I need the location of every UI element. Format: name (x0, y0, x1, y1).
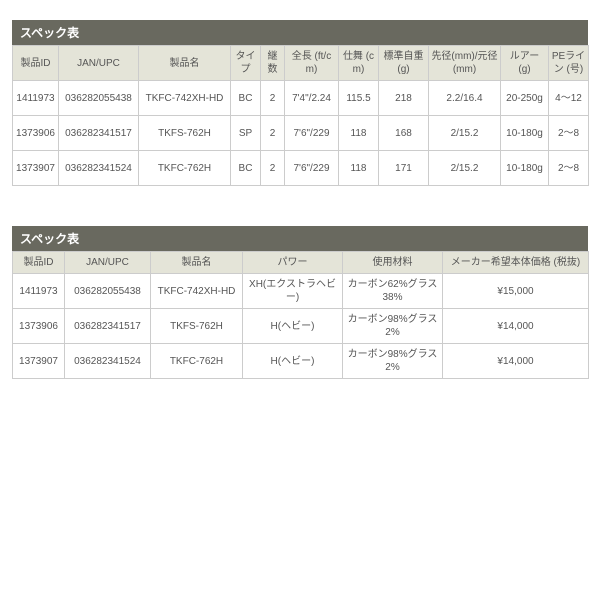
col-header: 製品名 (139, 46, 231, 81)
col-header: PEライン (号) (549, 46, 589, 81)
col-header: JAN/UPC (65, 252, 151, 274)
table-row: 1373906 036282341517 TKFS-762H SP 2 7'6"… (13, 116, 589, 151)
cell: 1373907 (13, 151, 59, 186)
cell: 2.2/16.4 (429, 81, 501, 116)
cell: XH(エクストラヘビー) (243, 274, 343, 309)
cell: 2 (261, 151, 285, 186)
table-2-header-row: 製品ID JAN/UPC 製品名 パワー 使用材料 メーカー希望本体価格 (税抜… (13, 252, 589, 274)
spec-table-1: スペック表 製品ID JAN/UPC 製品名 タイプ 継数 全長 (ft/cm)… (12, 20, 588, 186)
cell: SP (231, 116, 261, 151)
cell: 218 (379, 81, 429, 116)
col-header: メーカー希望本体価格 (税抜) (443, 252, 589, 274)
cell: 168 (379, 116, 429, 151)
cell: 1373906 (13, 309, 65, 344)
cell: TKFS-762H (151, 309, 243, 344)
cell: 2/15.2 (429, 151, 501, 186)
table-row: 1411973 036282055438 TKFC-742XH-HD XH(エク… (13, 274, 589, 309)
cell: BC (231, 81, 261, 116)
col-header: 使用材料 (343, 252, 443, 274)
cell: 118 (339, 116, 379, 151)
cell: 036282341524 (65, 344, 151, 379)
cell: 2 (261, 81, 285, 116)
cell: 036282341524 (59, 151, 139, 186)
col-header: 製品ID (13, 46, 59, 81)
col-header: 製品名 (151, 252, 243, 274)
cell: TKFC-742XH-HD (151, 274, 243, 309)
cell: 036282055438 (59, 81, 139, 116)
cell: BC (231, 151, 261, 186)
col-header: 先径(mm)/元径 (mm) (429, 46, 501, 81)
col-header: パワー (243, 252, 343, 274)
col-header: JAN/UPC (59, 46, 139, 81)
cell: カーボン98%グラス2% (343, 309, 443, 344)
cell: 7'4"/2.24 (285, 81, 339, 116)
cell: 10-180g (501, 116, 549, 151)
cell: 036282341517 (65, 309, 151, 344)
cell: ¥15,000 (443, 274, 589, 309)
table-1-header-row: 製品ID JAN/UPC 製品名 タイプ 継数 全長 (ft/cm) 仕舞 (c… (13, 46, 589, 81)
cell: 171 (379, 151, 429, 186)
cell: 036282341517 (59, 116, 139, 151)
cell: TKFC-742XH-HD (139, 81, 231, 116)
cell: 036282055438 (65, 274, 151, 309)
col-header: 全長 (ft/cm) (285, 46, 339, 81)
cell: TKFS-762H (139, 116, 231, 151)
cell: 2 (261, 116, 285, 151)
cell: 2～8 (549, 116, 589, 151)
cell: 4～12 (549, 81, 589, 116)
cell: 2～8 (549, 151, 589, 186)
cell: 1373907 (13, 344, 65, 379)
col-header: 仕舞 (cm) (339, 46, 379, 81)
spec-table-2: スペック表 製品ID JAN/UPC 製品名 パワー 使用材料 メーカー希望本体… (12, 226, 588, 379)
cell: 115.5 (339, 81, 379, 116)
cell: 20-250g (501, 81, 549, 116)
col-header: 標準自重 (g) (379, 46, 429, 81)
table-row: 1373907 036282341524 TKFC-762H BC 2 7'6"… (13, 151, 589, 186)
cell: 7'6"/229 (285, 116, 339, 151)
cell: 1373906 (13, 116, 59, 151)
cell: ¥14,000 (443, 309, 589, 344)
cell: 7'6"/229 (285, 151, 339, 186)
cell: TKFC-762H (139, 151, 231, 186)
col-header: ルアー (g) (501, 46, 549, 81)
col-header: 継数 (261, 46, 285, 81)
table-1: 製品ID JAN/UPC 製品名 タイプ 継数 全長 (ft/cm) 仕舞 (c… (12, 45, 589, 186)
cell: H(ヘビー) (243, 344, 343, 379)
cell: TKFC-762H (151, 344, 243, 379)
table-2-title: スペック表 (12, 226, 588, 251)
cell: H(ヘビー) (243, 309, 343, 344)
table-1-title: スペック表 (12, 20, 588, 45)
table-row: 1411973 036282055438 TKFC-742XH-HD BC 2 … (13, 81, 589, 116)
cell: 1411973 (13, 274, 65, 309)
cell: 10-180g (501, 151, 549, 186)
cell: ¥14,000 (443, 344, 589, 379)
cell: 1411973 (13, 81, 59, 116)
col-header: タイプ (231, 46, 261, 81)
cell: カーボン98%グラス2% (343, 344, 443, 379)
cell: カーボン62%グラス38% (343, 274, 443, 309)
col-header: 製品ID (13, 252, 65, 274)
table-row: 1373907 036282341524 TKFC-762H H(ヘビー) カー… (13, 344, 589, 379)
cell: 118 (339, 151, 379, 186)
cell: 2/15.2 (429, 116, 501, 151)
table-2: 製品ID JAN/UPC 製品名 パワー 使用材料 メーカー希望本体価格 (税抜… (12, 251, 589, 379)
table-row: 1373906 036282341517 TKFS-762H H(ヘビー) カー… (13, 309, 589, 344)
